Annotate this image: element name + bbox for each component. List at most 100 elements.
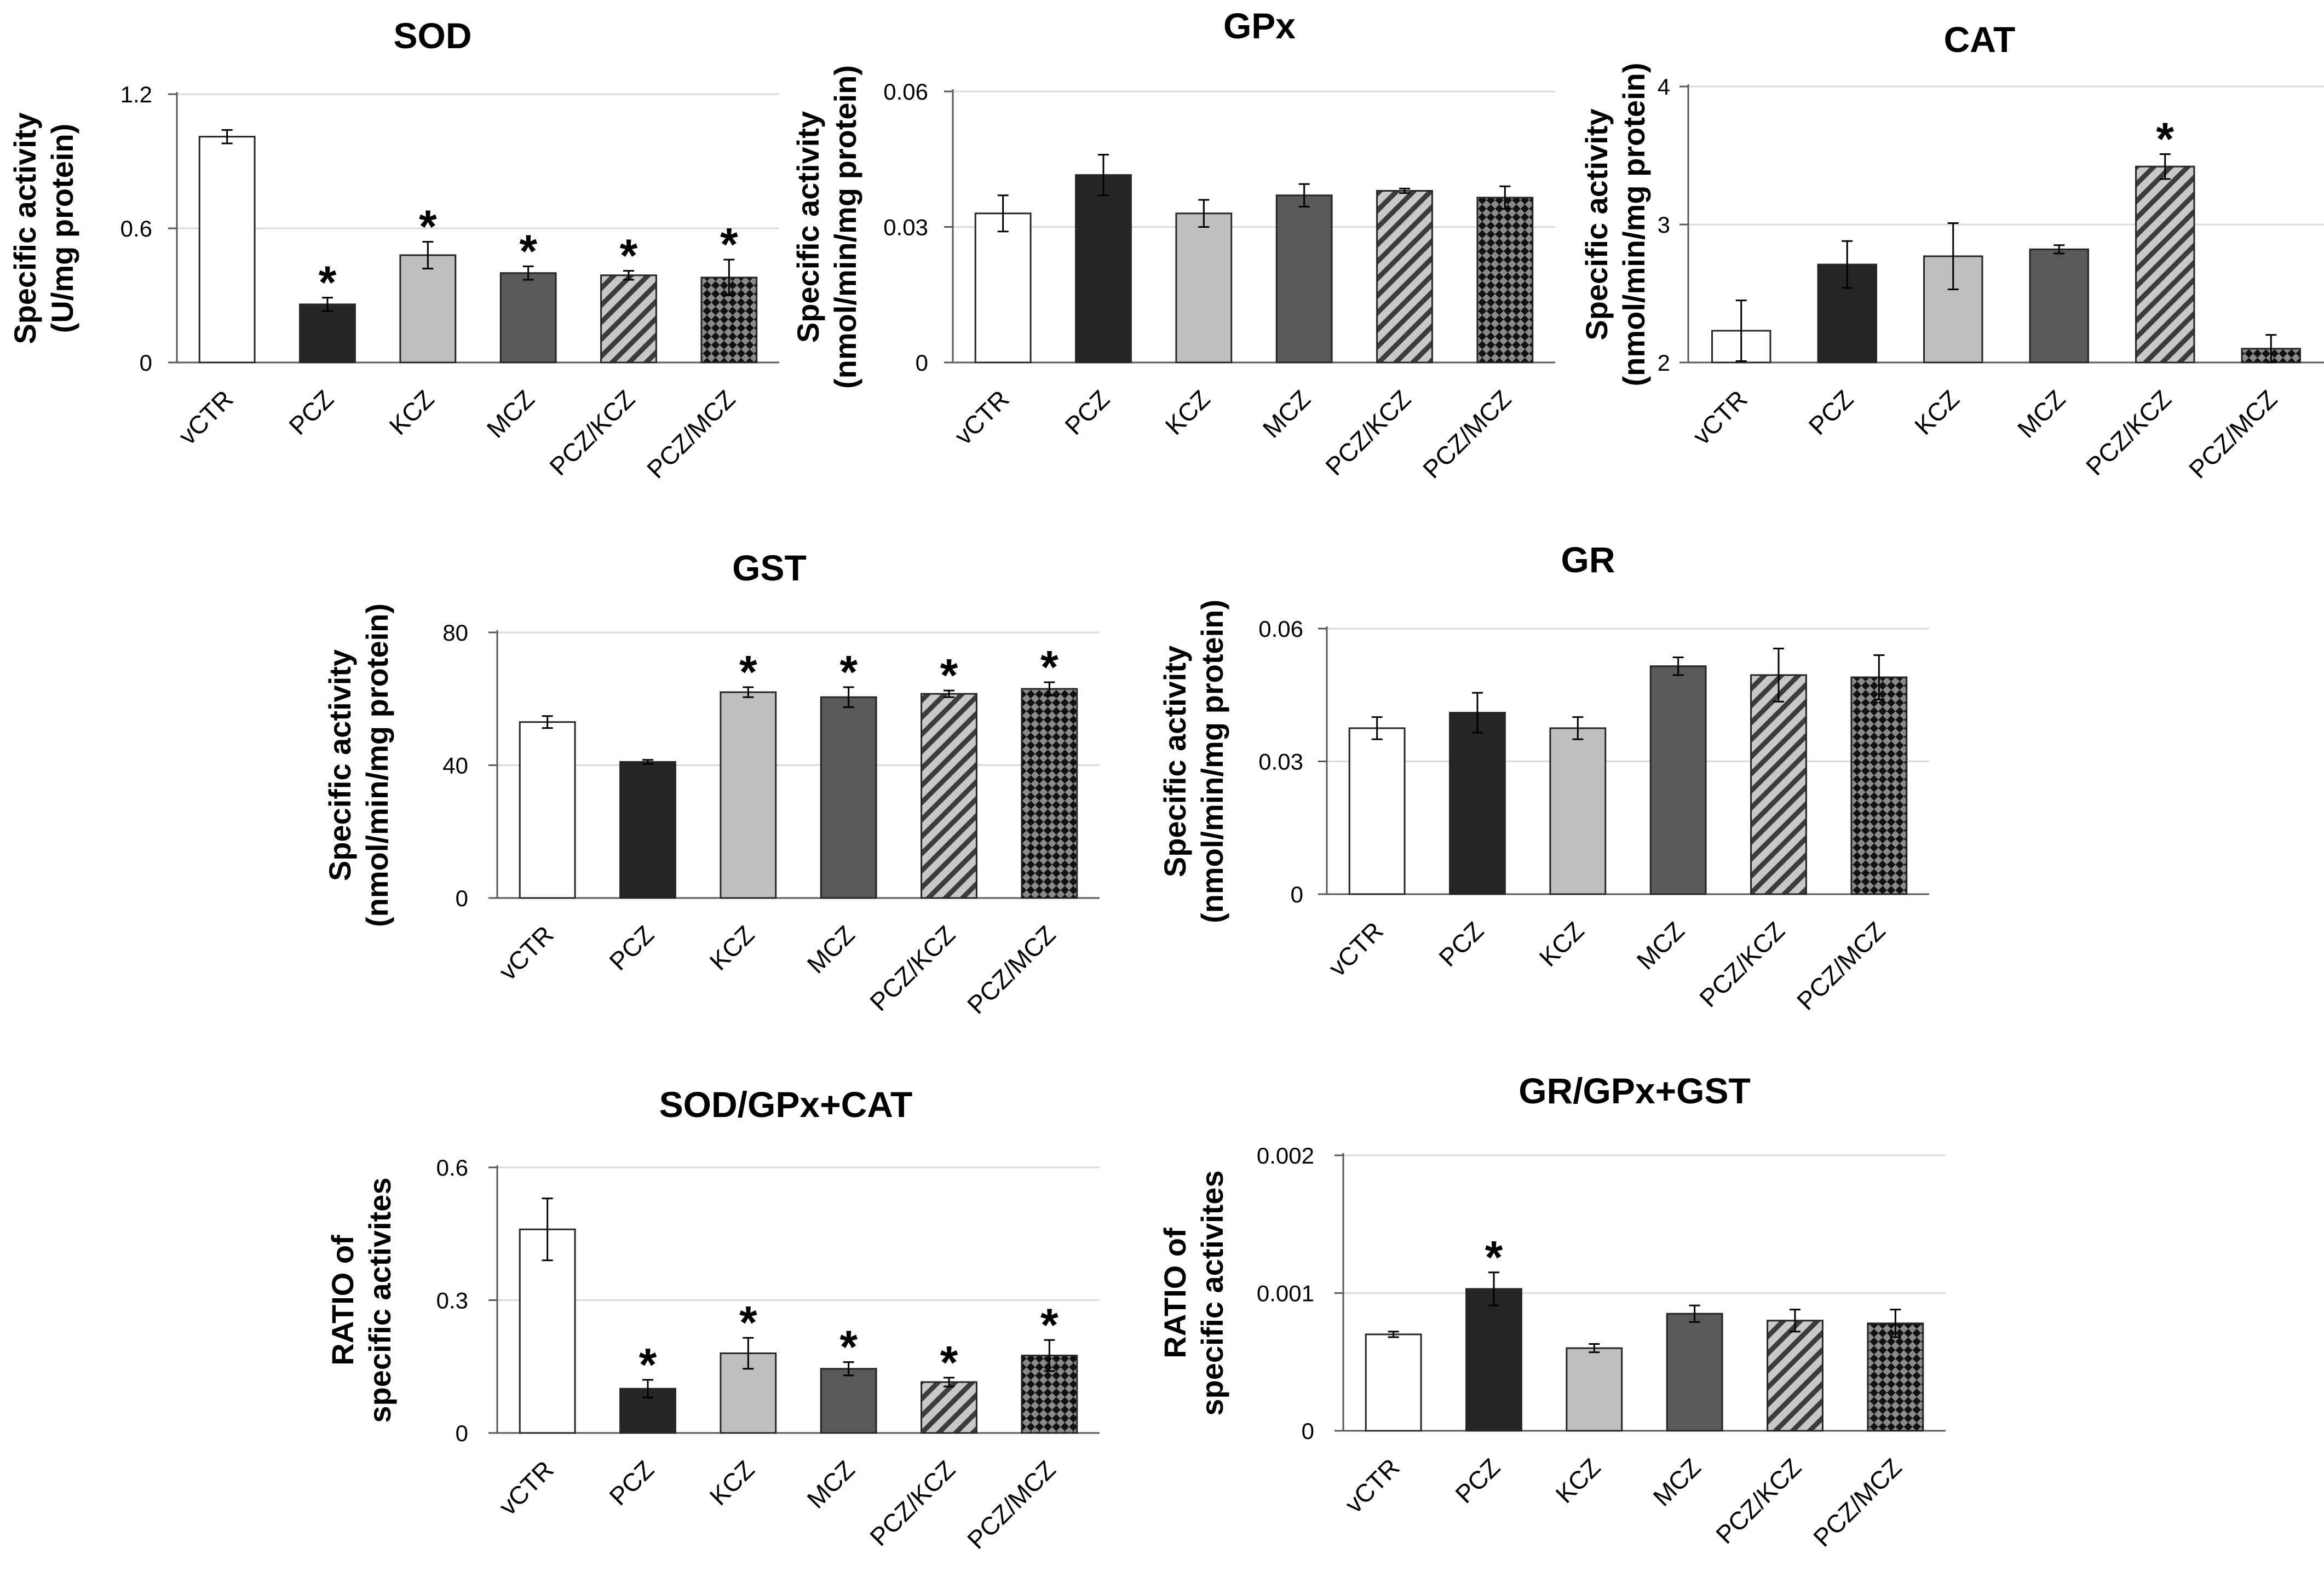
x-tick-label: MCZ: [1648, 1453, 1706, 1511]
significance-star: *: [739, 646, 757, 698]
significance-star: *: [419, 201, 437, 252]
bar-pcz-mcz: [1476, 197, 1534, 364]
bar-pcz: [299, 303, 356, 364]
chart-title: CAT: [1944, 19, 2016, 60]
chart-gr: GR 0 0.03 0.06 Specific activity (nmol/min/mg…: [1158, 539, 1929, 1016]
x-tick-label: KCZ: [384, 384, 440, 440]
chart-gr-gpx-gst: GR/GPx+GST 0 0.001 0.002 RATIO of specific ac…: [1158, 1070, 1946, 1552]
x-tick-label: PCZ/MCZ: [962, 920, 1061, 1019]
chart-sod: SOD 0 0.6 1.2 Specific activity (U/mg protein…: [8, 15, 779, 484]
bar-pcz: [1449, 712, 1506, 895]
x-tick-label: vCTR: [173, 384, 239, 450]
significance-star: *: [720, 218, 738, 270]
x-tick-label: KCZ: [704, 920, 760, 976]
bar-vctr: [1348, 727, 1406, 895]
bar-vctr: [974, 212, 1032, 364]
chart-cat: CAT 2 3 4 Specific activity (nmol/min/mg prot…: [1579, 19, 2324, 484]
x-tick-label: MCZ: [1257, 384, 1316, 443]
y-tick-label: 0.001: [1257, 1281, 1314, 1306]
significance-star: *: [2156, 113, 2174, 164]
x-tick-label: vCTR: [1339, 1453, 1405, 1518]
x-tick-label: vCTR: [949, 384, 1015, 450]
chart-title: GR: [1561, 539, 1615, 580]
chart-gst: GST 0 40 80 Specific activity (nmol/min/mg pr…: [323, 548, 1100, 1020]
x-tick-label: MCZ: [802, 920, 860, 978]
significance-star: *: [519, 225, 537, 277]
x-tick-label: PCZ/KCZ: [1710, 1453, 1807, 1549]
bar-mcz: [1649, 665, 1707, 895]
significance-star: *: [620, 230, 638, 281]
x-tick-label: PCZ: [603, 1455, 659, 1511]
y-axis-label: (nmol/min/mg protein): [360, 603, 394, 927]
y-axis-label: Specific activity: [791, 111, 825, 343]
bar-pcz-mcz: [1867, 1322, 1924, 1432]
chart-title: GST: [732, 548, 807, 588]
x-tick-label: PCZ/KCZ: [2080, 384, 2177, 481]
x-tick-label: MCZ: [481, 384, 540, 443]
bar-pcz-kcz: [1750, 674, 1807, 895]
y-tick-label: 1.2: [120, 82, 152, 107]
x-tick-label: MCZ: [2012, 384, 2070, 443]
bar-pcz-kcz: [600, 274, 657, 364]
y-tick-label: 2: [1658, 350, 1670, 376]
chart-title: SOD: [393, 15, 471, 56]
bar-kcz: [1549, 727, 1607, 895]
y-axis-label: specific activites: [1195, 1170, 1229, 1415]
x-tick-label: PCZ/MCZ: [1791, 916, 1890, 1015]
chart-title: GPx: [1223, 5, 1296, 46]
x-tick-label: PCZ/KCZ: [1694, 916, 1790, 1012]
y-tick-label: 0: [916, 350, 928, 376]
y-tick-label: 0.6: [436, 1155, 468, 1181]
significance-star: *: [639, 1339, 657, 1390]
x-tick-label: PCZ: [1803, 384, 1859, 440]
x-tick-label: MCZ: [802, 1455, 860, 1513]
bar-mcz: [1275, 194, 1333, 364]
x-tick-label: KCZ: [704, 1455, 760, 1511]
chart-sod-gpx-cat: SOD/GPx+CAT 0 0.3 0.6 RATIO of specific activ…: [325, 1084, 1100, 1555]
y-tick-label: 0.002: [1257, 1143, 1314, 1168]
bar-pcz-mcz: [1021, 1355, 1078, 1434]
bar-mcz: [499, 272, 557, 364]
bar-kcz: [720, 691, 777, 899]
y-tick-label: 4: [1658, 74, 1670, 100]
x-tick-label: PCZ/MCZ: [641, 384, 740, 483]
bar-vctr: [519, 721, 576, 899]
y-axis-label: RATIO of: [1158, 1228, 1192, 1358]
chart-title: GR/GPx+GST: [1518, 1070, 1751, 1111]
x-tick-label: PCZ/MCZ: [1417, 384, 1516, 483]
bar-pcz-kcz: [921, 1381, 977, 1434]
significance-star: *: [940, 1337, 958, 1388]
x-tick-label: KCZ: [1909, 384, 1965, 440]
y-axis-label: specific activites: [363, 1177, 397, 1423]
bar-pcz-kcz: [2135, 165, 2195, 364]
bar-mcz: [820, 1368, 877, 1434]
x-tick-label: PCZ/MCZ: [962, 1455, 1061, 1554]
x-tick-label: KCZ: [1534, 916, 1590, 972]
chart-title: SOD/GPx+CAT: [659, 1084, 913, 1125]
x-tick-label: PCZ/KCZ: [1320, 384, 1416, 481]
y-tick-label: 40: [442, 753, 468, 779]
y-tick-label: 0.06: [883, 79, 928, 105]
x-tick-label: PCZ: [1433, 916, 1489, 972]
x-tick-label: PCZ/KCZ: [864, 1455, 960, 1551]
bar-pcz: [1465, 1288, 1522, 1432]
bar-vctr: [1365, 1333, 1422, 1432]
bar-pcz-kcz: [1376, 190, 1433, 364]
bar-vctr: [198, 136, 256, 364]
x-tick-label: PCZ: [283, 384, 339, 440]
x-tick-label: KCZ: [1550, 1453, 1606, 1509]
x-tick-label: PCZ/KCZ: [864, 920, 960, 1016]
y-axis-label: Specific activity: [323, 649, 357, 881]
x-tick-label: PCZ/MCZ: [1808, 1453, 1907, 1552]
significance-star: *: [1040, 1299, 1059, 1350]
y-axis-label: (nmol/min/mg protein): [828, 65, 862, 389]
bar-pcz-mcz: [1850, 676, 1908, 895]
y-tick-label: 0.03: [883, 215, 928, 240]
significance-star: *: [739, 1297, 757, 1348]
y-tick-label: 3: [1658, 212, 1670, 238]
bar-mcz: [1666, 1313, 1723, 1432]
y-tick-label: 0: [456, 885, 468, 911]
y-axis-label: Specific activity: [8, 112, 42, 344]
y-tick-label: 0.3: [436, 1288, 468, 1314]
